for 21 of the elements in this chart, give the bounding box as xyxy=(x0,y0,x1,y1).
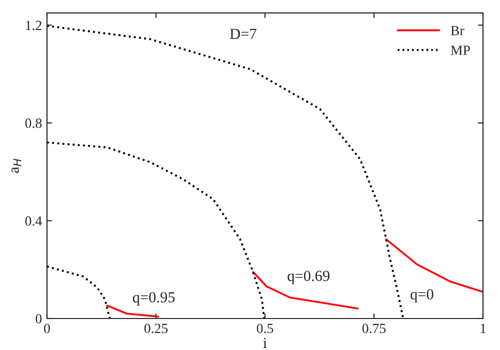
y-tick-label: 0 xyxy=(36,314,42,324)
legend-label: Br xyxy=(450,26,464,36)
x-tick-label: 1 xyxy=(480,324,486,333)
y-axis-title: a$_{H}$ xyxy=(12,158,22,173)
x-tick-label: 0.25 xyxy=(144,324,168,334)
y-tick-label: 0.4 xyxy=(25,216,42,226)
x-axis-title: i xyxy=(263,338,267,348)
line-series xyxy=(47,265,111,318)
legend-label: MP xyxy=(450,46,470,55)
line-series xyxy=(47,24,404,318)
x-tick-label: 0 xyxy=(44,324,50,334)
x-tick-label: 0.5 xyxy=(256,324,274,334)
annotation: q=0.95 xyxy=(132,292,175,306)
y-tick-label: 1.2 xyxy=(26,20,42,30)
annotation: q=0 xyxy=(410,289,434,303)
line-series xyxy=(47,142,266,318)
annotation: D=7 xyxy=(230,28,256,39)
annotation: q=0.69 xyxy=(288,270,330,284)
x-tick-label: 0.75 xyxy=(362,324,386,334)
y-tick-label: 0.8 xyxy=(25,118,42,128)
line-series xyxy=(252,271,359,310)
